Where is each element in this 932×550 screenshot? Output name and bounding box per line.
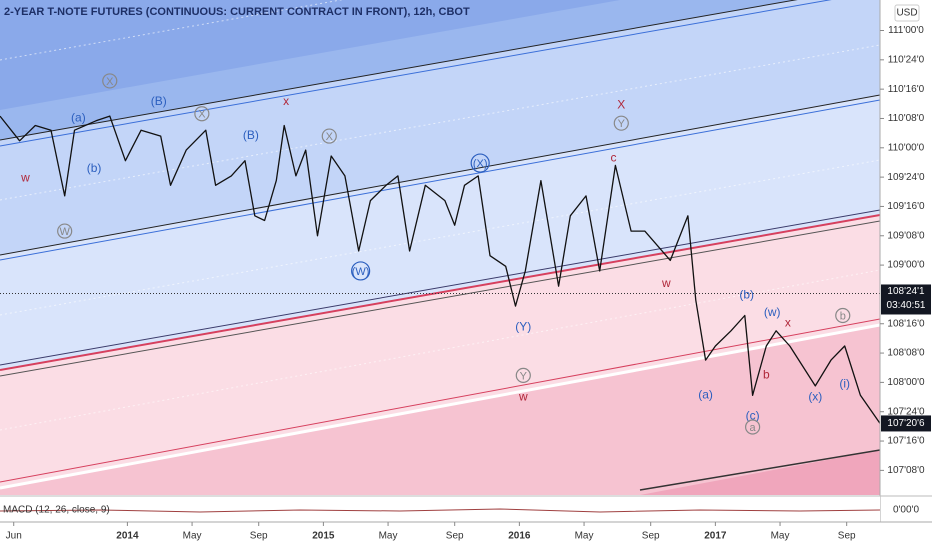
y-tick-label: 110'24'0	[888, 54, 925, 65]
wave-label: (a)	[71, 110, 86, 124]
wave-label: b	[840, 310, 846, 322]
macd-line	[0, 508, 881, 513]
annotation-circle	[745, 419, 761, 435]
wave-label: W	[59, 226, 70, 238]
price-axis	[880, 0, 932, 550]
y-tick-label: 110'16'0	[888, 84, 925, 95]
wave-label: (W)	[352, 266, 370, 278]
x-tick-label: 2017	[704, 531, 727, 542]
wave-label: Y	[520, 370, 528, 382]
x-tick-label: May	[379, 531, 398, 542]
wave-label: (b)	[87, 161, 102, 175]
y-tick-label: 109'08'0	[887, 230, 925, 241]
x-tick-label: Sep	[446, 531, 464, 542]
x-tick-label: May	[575, 531, 594, 542]
y-tick-label: 108'16'0	[887, 318, 925, 329]
y-tick-label: 110'00'0	[888, 142, 925, 153]
wave-label: X	[106, 76, 114, 88]
x-tick-label: Sep	[838, 531, 856, 542]
annotation-circle	[351, 261, 371, 281]
wave-label: b	[763, 367, 770, 381]
annotation-circle	[102, 73, 118, 89]
wave-label: (X)	[473, 158, 488, 170]
price-marker-box	[881, 284, 931, 315]
x-tick-label: May	[183, 531, 202, 542]
wave-label: w	[20, 170, 30, 184]
y-tick-label: 107'16'0	[887, 436, 925, 447]
annotation-circle	[470, 153, 490, 173]
currency-label[interactable]: USD	[896, 8, 917, 19]
wave-label: (c)	[746, 408, 760, 422]
wave-label: a	[750, 422, 757, 434]
wave-label: (B)	[151, 94, 167, 108]
annotation-circle	[321, 128, 337, 144]
annotation-circle	[194, 106, 210, 122]
x-tick-label: 2015	[312, 531, 335, 542]
y-tick-label: 110'08'0	[888, 113, 925, 124]
wave-label: X	[198, 109, 206, 121]
wave-label: (i)	[839, 377, 850, 391]
price-line	[0, 115, 881, 424]
wave-label: c	[610, 150, 616, 164]
annotation-circle	[515, 367, 531, 383]
wave-label: (w)	[764, 305, 781, 319]
x-tick-label: 2014	[116, 531, 139, 542]
x-tick-label: Jun	[6, 531, 22, 542]
wave-label: (B)	[243, 128, 259, 142]
plot: XWw(a)(b)(B)Xx(B) X(W)(X)(Y)YwXYcw(b)(w)x…	[0, 73, 881, 435]
x-tick-label: Sep	[250, 531, 268, 542]
wave-label: w	[661, 276, 671, 290]
channel-background	[0, 0, 880, 495]
annotation-circle	[613, 115, 629, 131]
y-tick-label: 109'00'0	[887, 260, 925, 271]
last-price-label: 107'20'6	[887, 418, 925, 429]
y-tick-label: 107'08'0	[887, 465, 925, 476]
wave-label: (a)	[698, 387, 713, 401]
wave-label: (b)	[739, 288, 754, 302]
y-tick-label: 108'08'0	[887, 348, 925, 359]
wave-label: x	[283, 94, 289, 108]
wave-label: (x)	[808, 390, 822, 404]
y-tick-label: 111'00'0	[888, 25, 924, 36]
y-tick-label: 108'00'0	[887, 377, 925, 388]
currency-box[interactable]	[894, 4, 920, 22]
macd-label: MACD (12, 26, close, 9)	[3, 505, 110, 516]
wave-label: (Y)	[515, 319, 531, 333]
annotation-circle	[57, 223, 73, 239]
y-tick-label: 109'24'0	[887, 172, 925, 183]
last-price-box	[881, 415, 931, 432]
wave-label: X	[326, 131, 334, 143]
annotation-circle	[835, 307, 851, 324]
macd-pane	[0, 496, 880, 522]
x-tick-label: 2016	[508, 531, 531, 542]
y-tick-label: 109'16'0	[887, 201, 925, 212]
x-tick-label: May	[771, 531, 790, 542]
wave-label: Y	[618, 118, 626, 130]
wave-label: X	[617, 98, 625, 112]
x-tick-label: Sep	[642, 531, 660, 542]
macd-axis-label: 0'00'0	[893, 505, 920, 516]
wave-label: x	[785, 316, 791, 330]
y-tick-label: 107'24'0	[887, 406, 925, 417]
price-marker-label: 108'24'1	[887, 286, 925, 297]
chart-title: 2-YEAR T-NOTE FUTURES (CONTINUOUS: CURRE…	[4, 6, 470, 18]
countdown-label: 03:40:51	[887, 300, 926, 311]
wave-label: w	[518, 390, 528, 404]
